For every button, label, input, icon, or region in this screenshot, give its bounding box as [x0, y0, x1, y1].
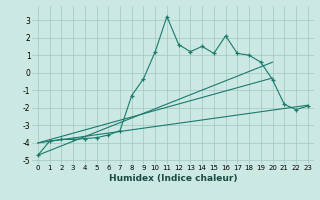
X-axis label: Humidex (Indice chaleur): Humidex (Indice chaleur): [108, 174, 237, 183]
